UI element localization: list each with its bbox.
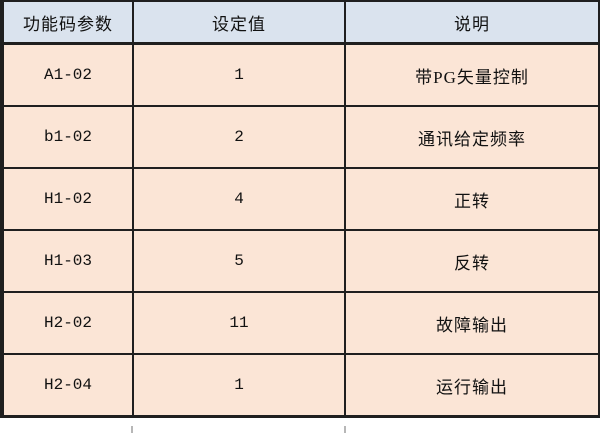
param-code-cell: b1-02 (1, 105, 134, 169)
description-cell: 运行输出 (344, 353, 600, 418)
description-cell: 通讯给定频率 (344, 105, 600, 169)
column-divider-stub (131, 426, 133, 433)
table-row: b1-02 2 通讯给定频率 (1, 105, 600, 169)
set-value-cell: 4 (132, 167, 346, 231)
param-code-cell: H1-02 (1, 167, 134, 231)
set-value-cell: 1 (132, 42, 346, 107)
description-cell: 反转 (344, 229, 600, 293)
description-cell: 正转 (344, 167, 600, 231)
set-value-cell: 1 (132, 353, 346, 418)
function-code-parameter-table: 功能码参数 设定值 说明 A1-02 1 带PG矢量控制 b1-02 2 通讯给… (0, 0, 600, 418)
table-row: H2-04 1 运行输出 (1, 353, 600, 418)
param-code-cell: H2-02 (1, 291, 134, 355)
column-divider-stub (344, 426, 346, 433)
header-description: 说明 (344, 0, 600, 45)
set-value-cell: 5 (132, 229, 346, 293)
set-value-cell: 2 (132, 105, 346, 169)
table-header-row: 功能码参数 设定值 说明 (1, 0, 600, 45)
table-row: H1-03 5 反转 (1, 229, 600, 293)
table-row: H2-02 11 故障输出 (1, 291, 600, 355)
description-cell: 故障输出 (344, 291, 600, 355)
table-row: H1-02 4 正转 (1, 167, 600, 231)
table-row: A1-02 1 带PG矢量控制 (1, 42, 600, 107)
param-code-cell: H2-04 (1, 353, 134, 418)
description-cell: 带PG矢量控制 (344, 42, 600, 107)
set-value-cell: 11 (132, 291, 346, 355)
header-set-value: 设定值 (132, 0, 346, 45)
param-code-cell: H1-03 (1, 229, 134, 293)
header-param-code: 功能码参数 (1, 0, 134, 45)
param-code-cell: A1-02 (1, 42, 134, 107)
